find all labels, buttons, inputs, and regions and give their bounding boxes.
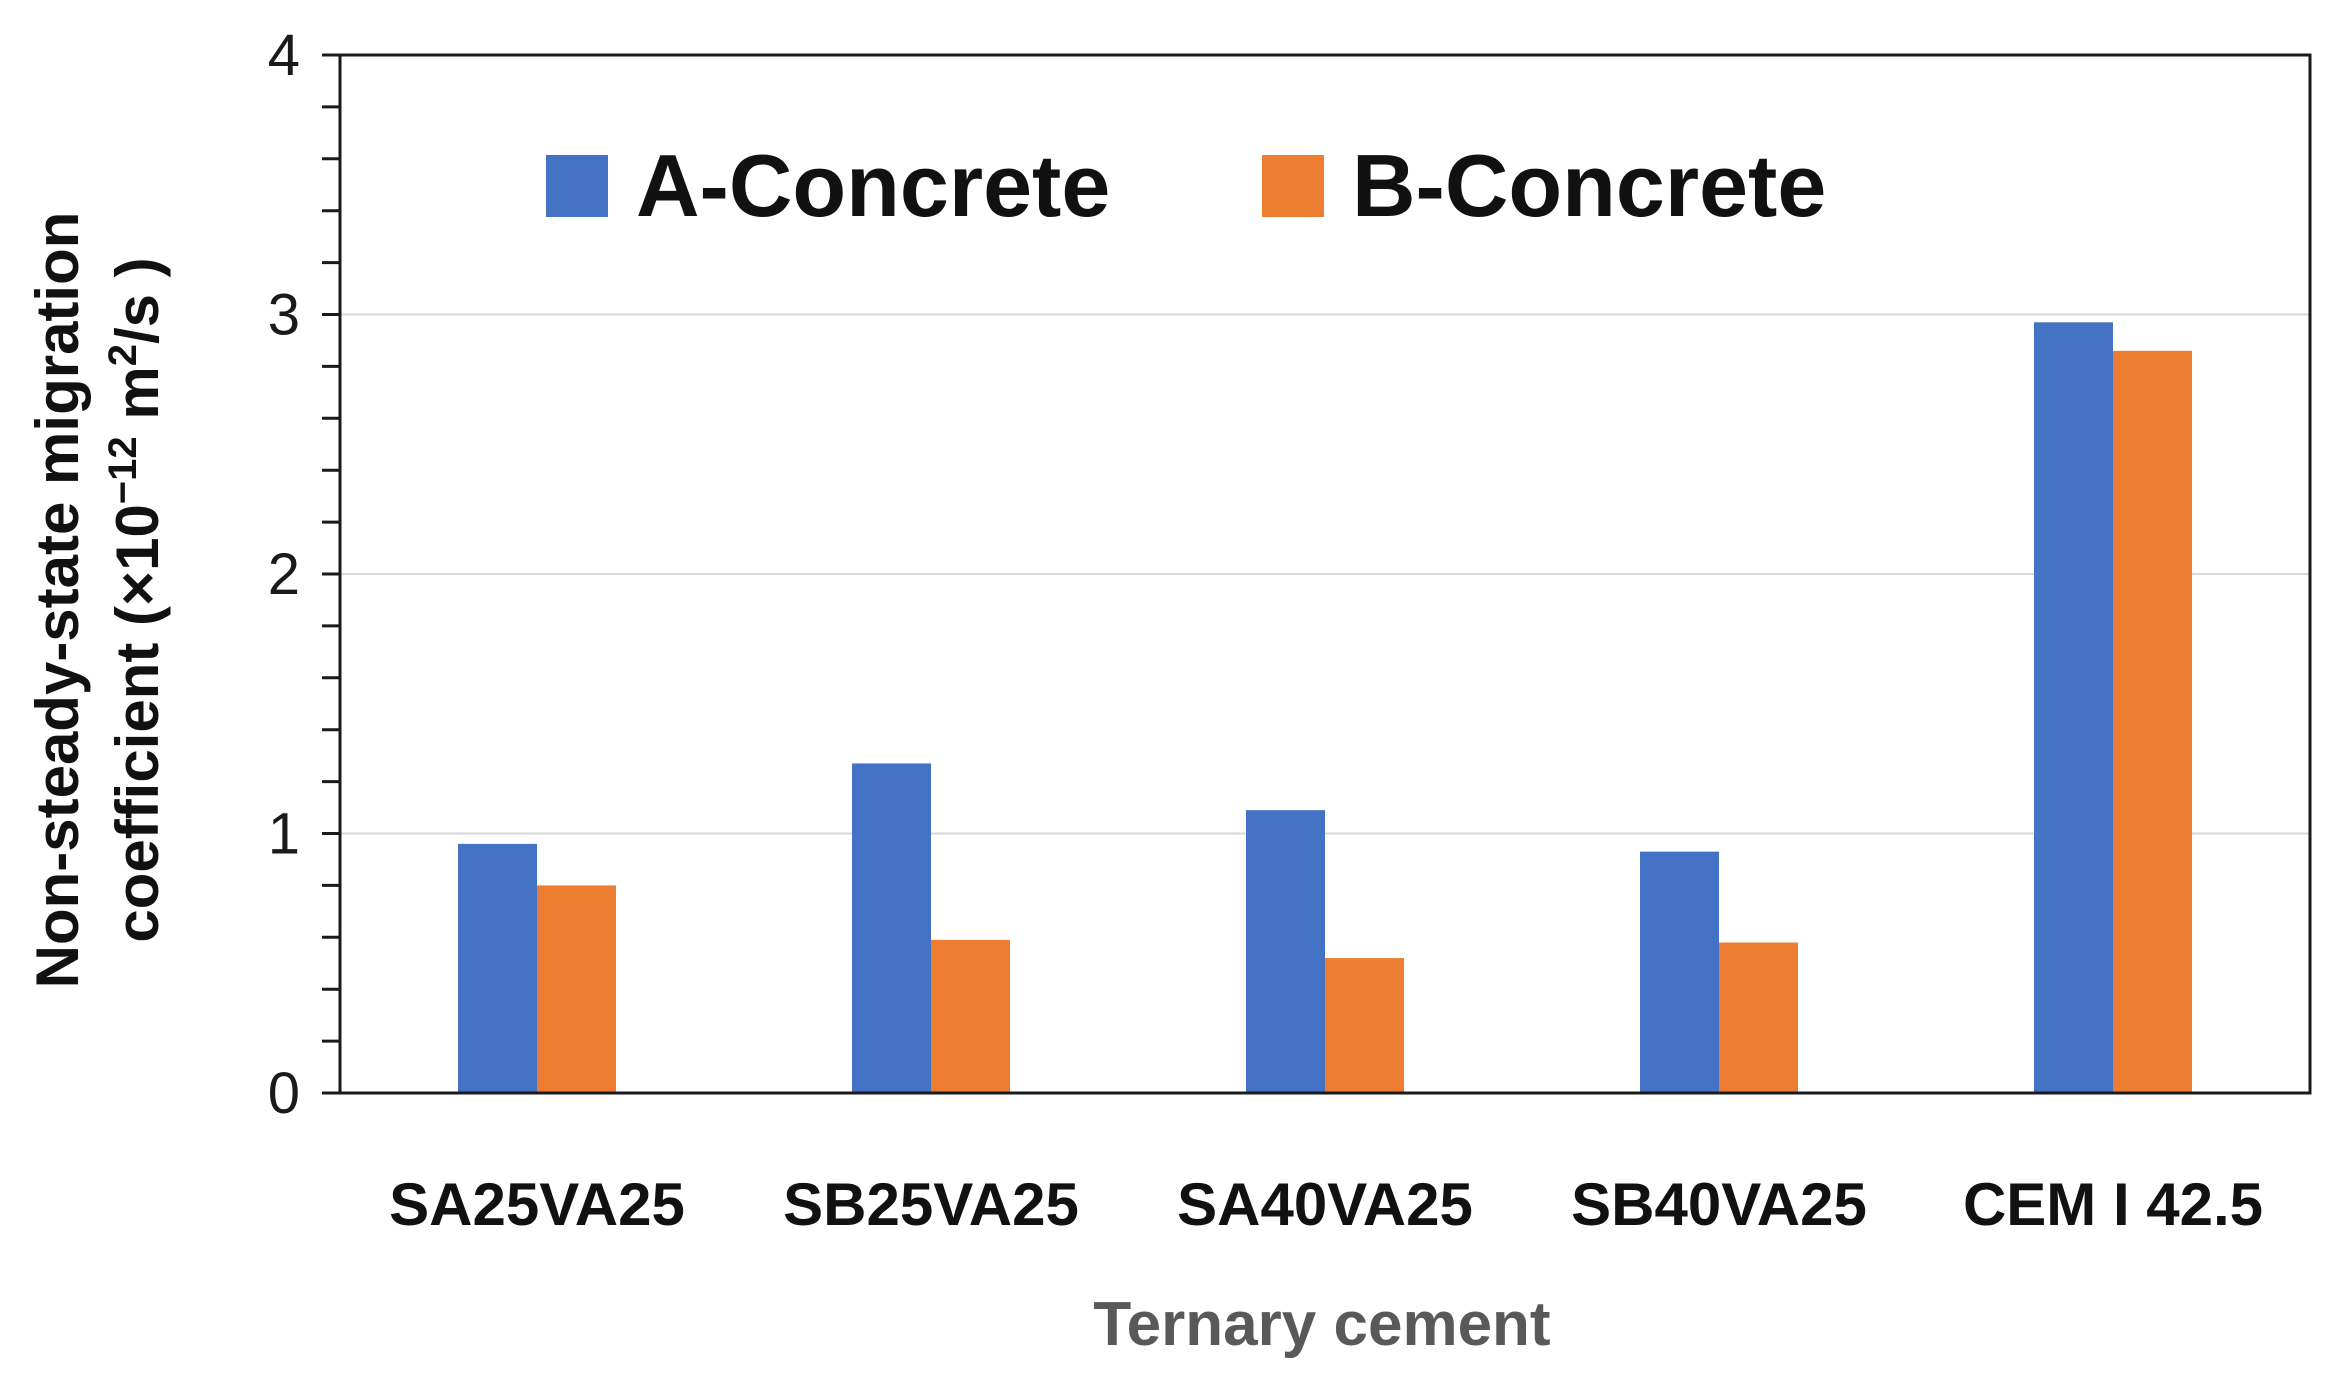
y-axis-title-exponent-2: 2 [101,344,145,366]
x-category-label-0: SA25VA25 [389,1171,685,1238]
plot-frame [338,53,2312,1095]
bar-b-concrete-sb25va25 [931,939,1010,1093]
bar-b-concrete-sa25va25 [537,885,616,1093]
x-category-label-4: CEM I 42.5 [1963,1171,2263,1238]
y-axis-title-line2: coefficient (×10−12 m2/s ) [101,257,171,942]
legend-item-b-concrete: B-Concrete [1262,136,1826,235]
y-axis-title-unit: m [104,366,171,436]
x-category-label-1: SB25VA25 [783,1171,1079,1238]
bars [458,322,2192,1094]
x-category-label-2: SA40VA25 [1177,1171,1473,1238]
y-tick-label-4: 4 [268,23,300,88]
legend-swatch-b-concrete [1262,155,1324,217]
y-axis-title-prefix: coefficient (×10 [104,504,171,943]
bar-b-concrete-cem-i-42.5 [2113,350,2192,1094]
legend-label-b-concrete: B-Concrete [1352,136,1826,235]
bar-a-concrete-sa40va25 [1246,810,1325,1093]
y-axis-title-line1: Non-steady-state migration [24,212,91,989]
y-axis-title: Non-steady-state migration coefficient (… [24,212,171,989]
bar-a-concrete-sb25va25 [852,763,931,1093]
y-axis-title-suffix: /s ) [104,257,171,344]
bar-a-concrete-cem-i-42.5 [2034,322,2113,1093]
legend-item-a-concrete: A-Concrete [546,136,1110,235]
legend: A-Concrete B-Concrete [546,136,1826,235]
legend-label-a-concrete: A-Concrete [636,136,1110,235]
bar-b-concrete-sb40va25 [1719,942,1798,1093]
axes [322,53,2312,1095]
y-tick-label-1: 1 [268,802,300,867]
y-tick-label-0: 0 [268,1061,300,1126]
x-category-label-3: SB40VA25 [1571,1171,1867,1238]
x-category-labels: SA25VA25 SB25VA25 SA40VA25 SB40VA25 CEM I 42… [389,1171,2263,1238]
y-tick-label-2: 2 [268,542,300,607]
y-tick-label-3: 3 [268,283,300,348]
y-axis-title-exponent-1: −12 [101,436,145,504]
y-tick-labels: 0 1 2 3 4 [268,23,300,1126]
bar-a-concrete-sb40va25 [1640,851,1719,1093]
bar-b-concrete-sa40va25 [1325,958,1404,1093]
x-axis-title: Ternary cement [1093,1290,1550,1359]
bar-a-concrete-sa25va25 [458,843,537,1093]
legend-swatch-a-concrete [546,155,608,217]
